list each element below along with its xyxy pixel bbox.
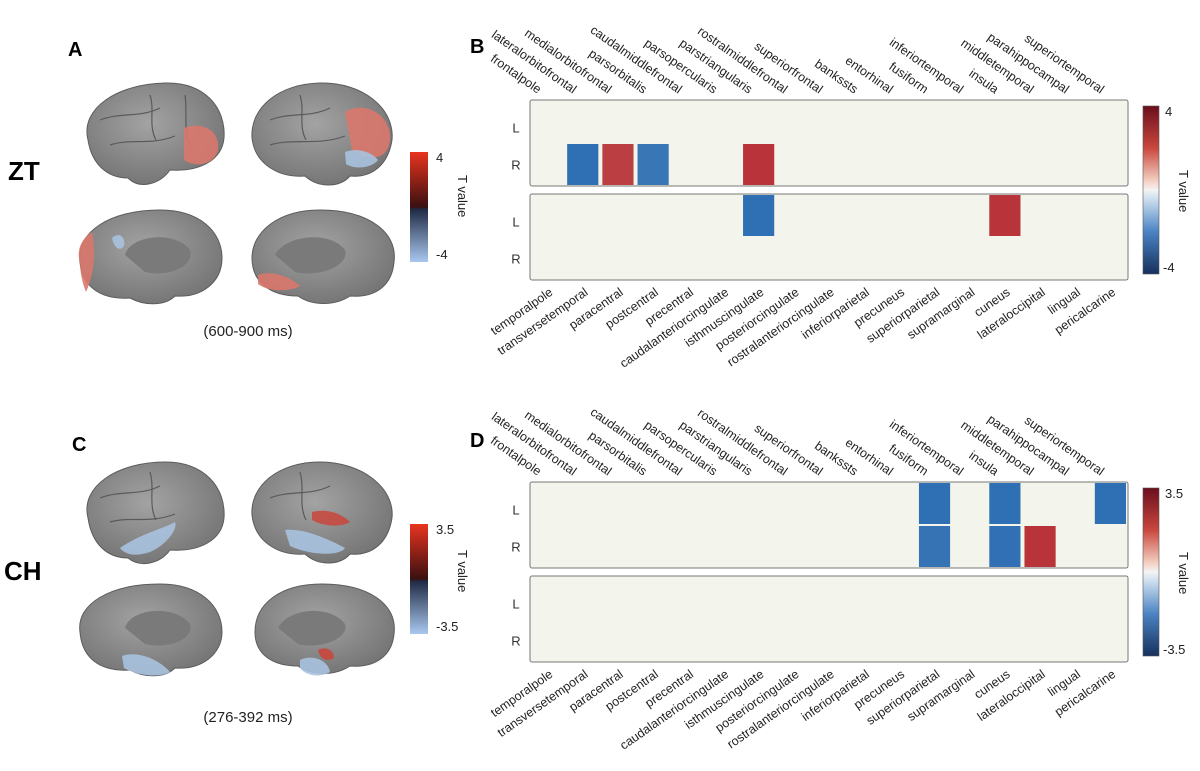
heatmap-cell xyxy=(743,144,775,185)
heatmap-colorbar-max: 4 xyxy=(1165,104,1172,119)
heatmap-b: frontalpolelateralorbitofrontalmedialorb… xyxy=(488,23,1191,371)
colorbar-a-title: T value xyxy=(455,175,470,217)
heatmap-colorbar-max: 3.5 xyxy=(1165,486,1183,501)
heatmap-cell xyxy=(918,526,951,567)
heatmap-cell xyxy=(743,195,775,236)
activation-patch xyxy=(312,510,350,526)
hemisphere-label: R xyxy=(511,540,520,555)
panel-letter-a: A xyxy=(68,39,82,61)
colorbar-c-title: T value xyxy=(455,550,470,592)
activation-patch xyxy=(112,235,125,249)
activation-patch xyxy=(258,273,300,291)
heatmap-cell xyxy=(602,144,634,185)
brain-lateral-right-c xyxy=(251,461,393,564)
brain-medial-right-a xyxy=(251,209,395,304)
bottom-block-frame xyxy=(529,575,1129,663)
top-block-frame xyxy=(529,99,1129,187)
brain-medial-left-c xyxy=(79,583,223,677)
colorbar-a: 4 -4 T value xyxy=(410,150,470,262)
heatmap-cell xyxy=(1094,483,1126,524)
colorbar-a-min: -4 xyxy=(436,247,448,262)
activation-patch xyxy=(285,529,345,554)
brain-medial-right-c xyxy=(254,583,395,676)
heatmap-cell xyxy=(989,483,1021,524)
time-window-a: (600-900 ms) xyxy=(203,323,292,340)
brain-lateral-left-c xyxy=(86,461,225,565)
brain-lateral-right-a xyxy=(251,82,393,186)
activation-patch xyxy=(345,107,391,158)
group-label-ch: CH xyxy=(4,556,42,586)
time-window-c: (276-392 ms) xyxy=(203,709,292,726)
hemisphere-label: R xyxy=(511,634,520,649)
colorbar-c-min: -3.5 xyxy=(436,619,458,634)
hemisphere-label: L xyxy=(512,503,519,518)
panel-letter-d: D xyxy=(470,430,484,452)
activation-patch xyxy=(184,125,219,165)
hemisphere-label: L xyxy=(512,121,519,136)
activation-patch xyxy=(78,232,94,292)
heatmap-cell xyxy=(989,526,1021,567)
heatmap-colorbar-min: -4 xyxy=(1163,260,1175,275)
hemisphere-label: L xyxy=(512,597,519,612)
top-block-frame xyxy=(529,481,1129,569)
heatmap-d: frontalpolelateralorbitofrontalmedialorb… xyxy=(488,405,1191,753)
panel-letter-c: C xyxy=(72,434,86,456)
bottom-block-frame xyxy=(529,193,1129,281)
colorbar-c-max: 3.5 xyxy=(436,522,454,537)
colorbar-a-max: 4 xyxy=(436,150,443,165)
heatmap-colorbar xyxy=(1142,105,1160,275)
heatmap-colorbar-min: -3.5 xyxy=(1163,642,1185,657)
heatmap-cell xyxy=(1024,526,1056,567)
activation-patch xyxy=(300,657,330,676)
heatmap-colorbar xyxy=(1142,487,1160,657)
hemisphere-label: L xyxy=(512,215,519,230)
brain-medial-left-a xyxy=(78,209,223,305)
hemisphere-label: R xyxy=(511,158,520,173)
hemisphere-label: R xyxy=(511,252,520,267)
activation-patch xyxy=(345,150,378,168)
activation-patch xyxy=(120,522,176,555)
heatmap-colorbar-title: T value xyxy=(1176,170,1191,212)
activation-patch xyxy=(122,654,170,676)
colorbar-c: 3.5 -3.5 T value xyxy=(410,522,470,634)
heatmap-cell xyxy=(637,144,669,185)
heatmap-colorbar-title: T value xyxy=(1176,552,1191,594)
panel-letter-b: B xyxy=(470,36,484,58)
group-label-zt: ZT xyxy=(8,156,40,186)
activation-patch xyxy=(318,648,334,660)
heatmap-cell xyxy=(918,483,951,524)
brain-lateral-left-a xyxy=(86,82,225,185)
heatmap-cell xyxy=(567,144,599,185)
heatmap-cell xyxy=(989,195,1021,236)
